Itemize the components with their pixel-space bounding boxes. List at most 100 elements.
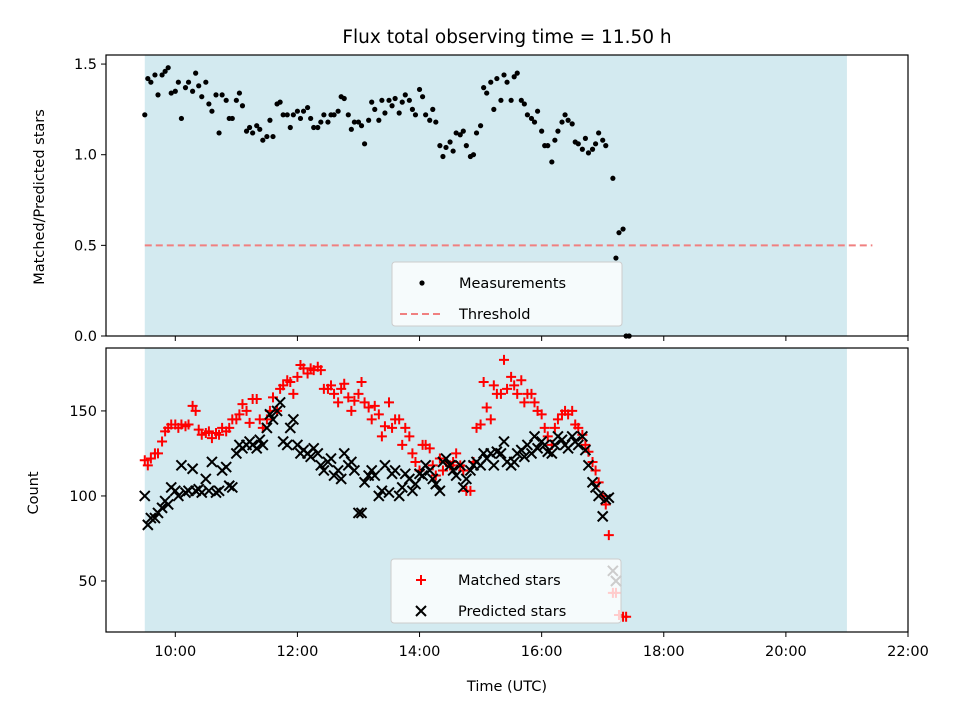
- x-tick-label: 10:00: [154, 644, 196, 660]
- measurement-point: [386, 97, 392, 103]
- measurement-point: [142, 112, 148, 118]
- matched-star-point: [302, 368, 313, 379]
- predicted-star-point: [464, 464, 477, 477]
- measurement-point: [443, 144, 449, 151]
- measurement-point: [484, 90, 490, 96]
- predicted-star-point: [440, 452, 452, 465]
- measurement-point: [409, 106, 416, 112]
- measurement-point: [229, 115, 235, 122]
- predicted-star-point: [576, 430, 589, 443]
- matched-star-point: [542, 431, 553, 442]
- predicted-star-point: [352, 507, 365, 519]
- measurement-point: [297, 115, 304, 122]
- measurement-point: [565, 117, 571, 123]
- axes-frame: [105, 54, 909, 337]
- measurement-point: [582, 135, 589, 141]
- matched-star-point: [278, 380, 289, 391]
- series-predicted-stars: [139, 396, 622, 587]
- predicted-star-point: [447, 464, 459, 477]
- measurement-point: [246, 124, 253, 131]
- measurement-point: [250, 130, 256, 136]
- predicted-star-point: [281, 439, 293, 451]
- predicted-star-point: [488, 459, 500, 472]
- predicted-star-point: [508, 456, 520, 468]
- measurement-point: [294, 108, 301, 114]
- legend: Matched stars Predicted stars: [390, 558, 622, 624]
- predicted-star-point: [427, 473, 439, 485]
- predicted-star-point: [254, 434, 266, 446]
- predicted-star-point: [318, 464, 330, 477]
- measurement-point: [178, 115, 185, 122]
- matched-star-point: [502, 383, 513, 394]
- matched-star-point: [231, 414, 242, 425]
- measurement-point: [267, 117, 273, 123]
- measurement-point: [321, 112, 327, 118]
- matched-star-point: [516, 375, 527, 386]
- predicted-star-point: [495, 447, 507, 460]
- predicted-star-point: [274, 396, 286, 409]
- measurement-point: [148, 79, 154, 85]
- matched-star-point: [326, 380, 336, 391]
- predicted-star-point: [460, 473, 473, 485]
- y-tick-label: 1.0: [74, 148, 97, 164]
- measurement-point: [470, 152, 477, 158]
- measurement-point: [358, 123, 365, 129]
- measurement-point: [419, 94, 426, 100]
- matched-star-point: [373, 409, 384, 420]
- measurement-point: [280, 112, 286, 118]
- measurement-point: [416, 86, 423, 93]
- measurement-point: [406, 97, 412, 103]
- predicted-star-point: [315, 459, 327, 472]
- matched-star-point: [339, 378, 350, 389]
- legend-box: [391, 261, 623, 327]
- measurement-point: [620, 226, 626, 232]
- measurement-point: [145, 75, 151, 82]
- measurement-point: [254, 123, 260, 129]
- measurement-point: [610, 175, 616, 181]
- legend-marker: [416, 575, 426, 585]
- x-tick-label: 16:00: [521, 644, 563, 660]
- measurement-point: [159, 72, 165, 78]
- measurement-point: [616, 230, 622, 236]
- predicted-star-point: [430, 478, 442, 490]
- predicted-star-point: [416, 469, 429, 482]
- predicted-star-point: [271, 405, 283, 417]
- predicted-star-point: [348, 464, 361, 477]
- measurement-point: [331, 112, 337, 118]
- y-tick-label: 1.5: [74, 57, 97, 73]
- predicted-star-point: [358, 476, 371, 489]
- matched-star-point: [498, 354, 509, 365]
- legend-label: Threshold: [458, 307, 530, 323]
- predicted-star-point: [257, 439, 269, 451]
- matched-star-point: [251, 394, 262, 405]
- predicted-star-point: [345, 456, 358, 468]
- y-tick-label: 150: [69, 404, 97, 420]
- measurement-point: [335, 108, 341, 114]
- legend: Measurements Threshold: [391, 261, 623, 327]
- legend-box: [390, 558, 622, 624]
- measurement-point: [311, 124, 317, 131]
- predicted-star-point: [528, 430, 541, 443]
- matched-star-point: [580, 439, 591, 450]
- matched-star-point: [552, 414, 563, 425]
- matched-star-point: [376, 431, 387, 442]
- measurement-point: [477, 123, 484, 129]
- predicted-star-point: [355, 507, 368, 519]
- matched-star-point: [539, 422, 550, 433]
- matched-star-point: [451, 448, 462, 459]
- matched-star-point: [577, 429, 588, 440]
- predicted-star-point: [251, 442, 263, 455]
- legend-label: Measurements: [459, 276, 566, 292]
- predicted-star-point: [424, 464, 436, 477]
- predicted-star-point: [406, 485, 419, 497]
- predicted-star-point: [312, 447, 324, 460]
- matched-star-point: [292, 371, 303, 382]
- measurement-point: [287, 124, 293, 131]
- measurement-point: [216, 130, 222, 136]
- predicted-star-point: [172, 490, 185, 502]
- measurement-point: [219, 92, 225, 98]
- measurement-point: [341, 95, 347, 102]
- measurement-point: [213, 92, 219, 98]
- matched-star-point: [536, 409, 547, 420]
- measurement-point: [196, 83, 202, 89]
